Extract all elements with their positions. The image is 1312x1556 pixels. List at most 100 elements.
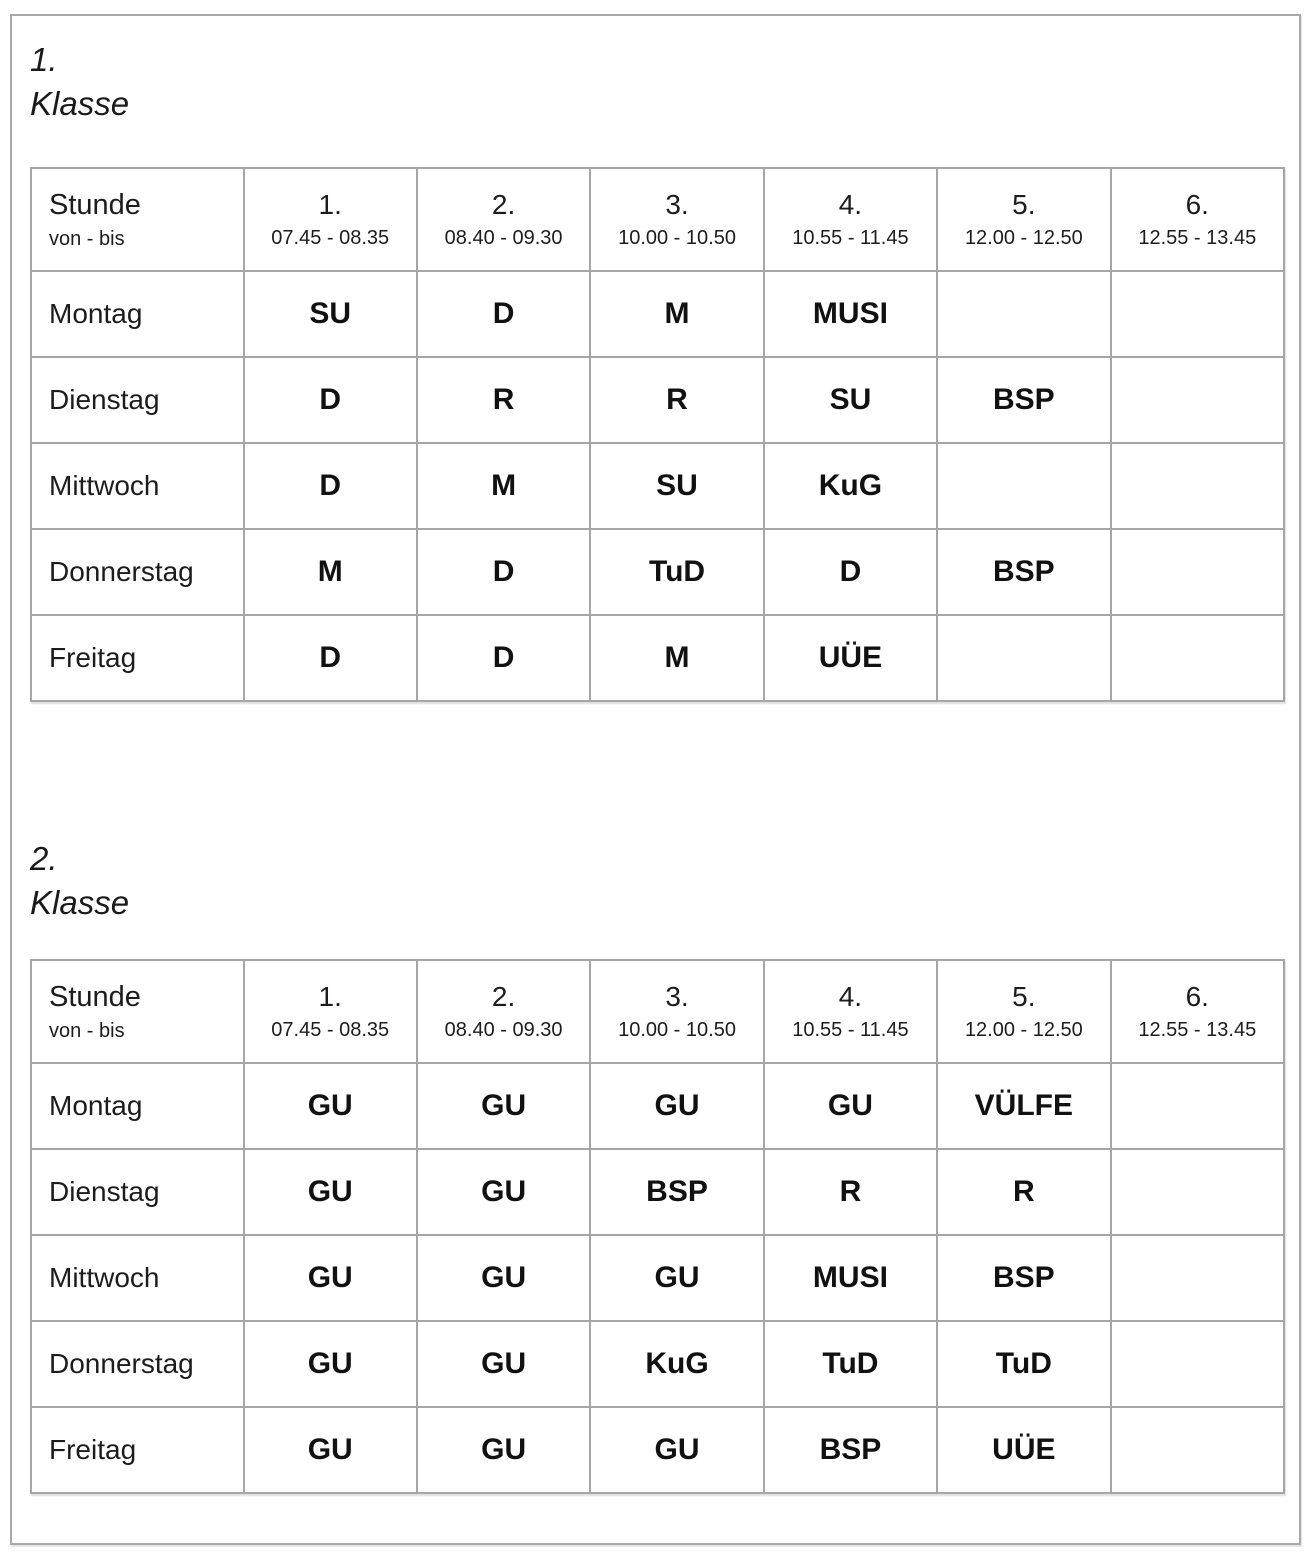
period-number: 3. [665, 189, 689, 220]
period-header-6: 6. 12.55 - 13.45 [1109, 167, 1286, 272]
table-row-donnerstag: Donnerstag GU GU KuG TuD TuD [30, 1320, 1286, 1408]
subject-cell [1109, 528, 1286, 616]
subject-cell: MUSI [762, 270, 939, 358]
page-frame: 1. Klasse Stunde von - bis 1. 07.45 - 08… [10, 14, 1301, 1545]
period-time: 08.40 - 09.30 [444, 1019, 563, 1041]
table-row-montag: Montag SU D M MUSI [30, 270, 1286, 358]
subject-cell: BSP [936, 356, 1112, 444]
table-row-dienstag: Dienstag GU GU BSP R R [30, 1148, 1286, 1236]
subject-cell [1109, 1148, 1286, 1236]
subject-cell: R [762, 1148, 939, 1236]
subject-cell: GU [415, 1406, 592, 1494]
period-header-1: 1. 07.45 - 08.35 [242, 167, 418, 272]
period-time: 12.55 - 13.45 [1138, 1019, 1257, 1041]
day-cell: Mittwoch [30, 442, 245, 530]
day-cell: Freitag [30, 614, 245, 702]
day-cell: Montag [30, 1062, 245, 1150]
period-number: 5. [1012, 981, 1036, 1012]
class-2-title-label: Klasse [30, 884, 130, 921]
period-header-1: 1. 07.45 - 08.35 [242, 959, 418, 1064]
subject-cell [936, 442, 1112, 530]
period-header-2: 2. 08.40 - 09.30 [415, 959, 592, 1064]
period-header-5: 5. 12.00 - 12.50 [936, 167, 1112, 272]
subject-cell [1109, 614, 1286, 702]
period-header-6: 6. 12.55 - 13.45 [1109, 959, 1286, 1064]
subject-cell: D [415, 528, 592, 616]
period-time: 12.55 - 13.45 [1138, 227, 1257, 249]
subject-cell: M [415, 442, 592, 530]
period-header-3: 3. 10.00 - 10.50 [589, 167, 765, 272]
subject-cell: MUSI [762, 1234, 939, 1322]
subject-cell: D [242, 614, 418, 702]
period-number: 4. [838, 189, 863, 220]
table-row-mittwoch: Mittwoch D M SU KuG [30, 442, 1286, 530]
subject-cell: BSP [936, 528, 1112, 616]
subject-cell [1109, 1062, 1286, 1150]
stunde-header-cell: Stunde von - bis [30, 167, 245, 272]
subject-cell [936, 270, 1112, 358]
period-header-4: 4. 10.55 - 11.45 [762, 959, 939, 1064]
period-time: 10.55 - 11.45 [792, 227, 909, 249]
subject-cell [1109, 442, 1286, 530]
subject-cell: UÜE [936, 1406, 1112, 1494]
period-number: 2. [491, 981, 516, 1012]
subject-cell: KuG [589, 1320, 765, 1408]
period-header-5: 5. 12.00 - 12.50 [936, 959, 1112, 1064]
subject-cell: M [589, 270, 765, 358]
subject-cell: BSP [936, 1234, 1112, 1322]
day-cell: Montag [30, 270, 245, 358]
period-number: 6. [1185, 189, 1209, 220]
subject-cell: D [762, 528, 939, 616]
period-header-4: 4. 10.55 - 11.45 [762, 167, 939, 272]
table-row-freitag: Freitag GU GU GU BSP UÜE [30, 1406, 1286, 1494]
subject-cell [1109, 1320, 1286, 1408]
subject-cell: UÜE [762, 614, 939, 702]
day-cell: Mittwoch [30, 1234, 245, 1322]
table-row-dienstag: Dienstag D R R SU BSP [30, 356, 1286, 444]
stunde-label: Stunde [49, 980, 141, 1013]
period-number: 1. [318, 189, 342, 220]
period-time: 10.55 - 11.45 [792, 1019, 909, 1041]
period-time: 10.00 - 10.50 [618, 1019, 736, 1041]
class-2-title-number: 2. [30, 840, 58, 877]
period-time: 08.40 - 09.30 [444, 227, 563, 249]
period-time: 10.00 - 10.50 [618, 227, 736, 249]
timetable-class-1: Stunde von - bis 1. 07.45 - 08.35 2. 08.… [30, 167, 1286, 702]
subject-cell: BSP [762, 1406, 939, 1494]
subject-cell: SU [762, 356, 939, 444]
period-time: 12.00 - 12.50 [964, 227, 1083, 249]
day-cell: Freitag [30, 1406, 245, 1494]
subject-cell: TuD [589, 528, 765, 616]
subject-cell: GU [242, 1320, 418, 1408]
subject-cell: TuD [936, 1320, 1112, 1408]
subject-cell: GU [415, 1320, 592, 1408]
period-header-3: 3. 10.00 - 10.50 [589, 959, 765, 1064]
stunde-label: Stunde [49, 188, 141, 221]
subject-cell: D [415, 270, 592, 358]
subject-cell: GU [589, 1234, 765, 1322]
von-bis-label: von - bis [49, 1019, 125, 1042]
subject-cell: VÜLFE [936, 1062, 1112, 1150]
von-bis-label: von - bis [49, 227, 125, 250]
subject-cell [1109, 356, 1286, 444]
class-1-title-number: 1. [30, 41, 58, 78]
subject-cell [1109, 270, 1286, 358]
subject-cell: GU [242, 1148, 418, 1236]
subject-cell: GU [589, 1406, 765, 1494]
header-row: Stunde von - bis 1. 07.45 - 08.35 2. 08.… [30, 959, 1286, 1064]
subject-cell: GU [415, 1234, 592, 1322]
day-cell: Dienstag [30, 1148, 245, 1236]
subject-cell: GU [589, 1062, 765, 1150]
table-row-montag: Montag GU GU GU GU VÜLFE [30, 1062, 1286, 1150]
table-row-donnerstag: Donnerstag M D TuD D BSP [30, 528, 1286, 616]
period-time: 07.45 - 08.35 [271, 1019, 390, 1041]
subject-cell: D [415, 614, 592, 702]
period-number: 4. [838, 981, 863, 1012]
day-cell: Dienstag [30, 356, 245, 444]
subject-cell: GU [415, 1062, 592, 1150]
day-cell: Donnerstag [30, 528, 245, 616]
class-2-title: 2. Klasse [30, 837, 1299, 925]
subject-cell: BSP [589, 1148, 765, 1236]
table-row-mittwoch: Mittwoch GU GU GU MUSI BSP [30, 1234, 1286, 1322]
